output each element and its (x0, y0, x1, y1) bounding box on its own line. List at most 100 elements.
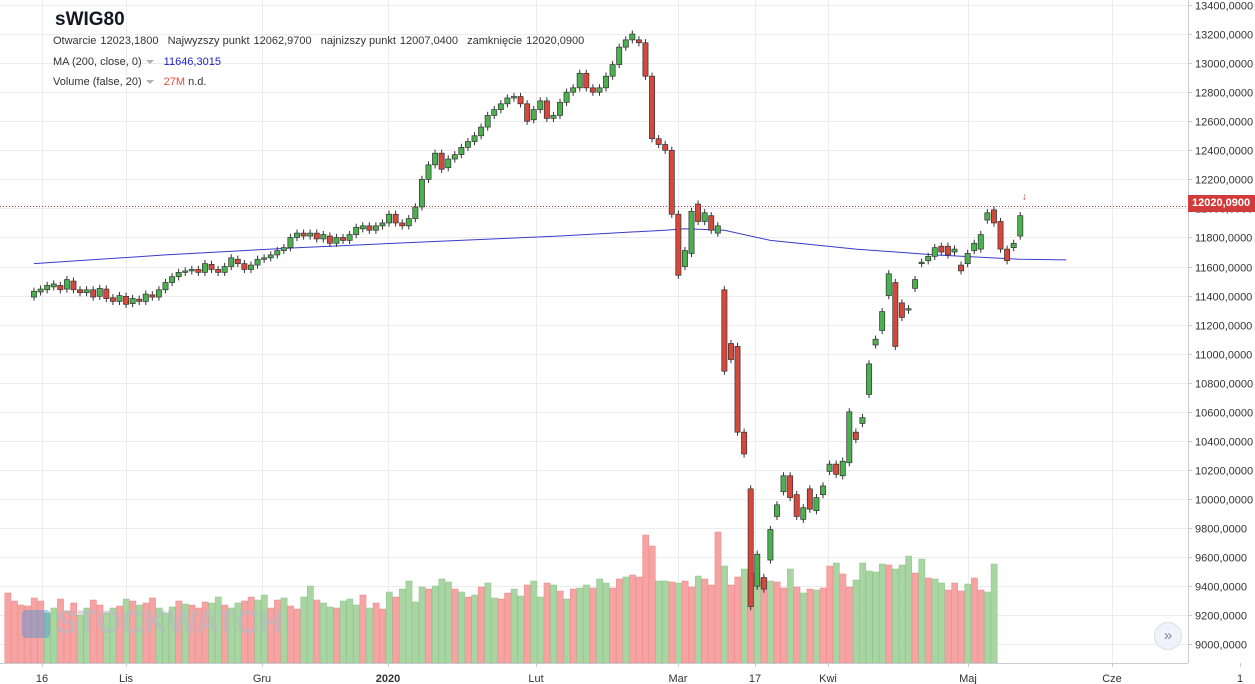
candle-body (530, 109, 537, 121)
candle (681, 246, 688, 271)
candle (964, 249, 971, 268)
price-candles: ↓ (31, 30, 1027, 611)
candle (800, 504, 807, 523)
candle-body (1017, 215, 1024, 237)
candle-body (63, 279, 70, 290)
volume-extra: n.d. (188, 76, 207, 88)
x-tick-label: Gru (253, 673, 271, 684)
volume-bar (451, 588, 459, 664)
candle-body (392, 213, 399, 224)
volume-bar (392, 596, 400, 664)
volume-bar (767, 580, 774, 664)
candle (701, 209, 708, 226)
candle (846, 408, 853, 467)
candle-body (846, 411, 853, 464)
candle-body (655, 138, 662, 145)
candle-body (340, 237, 346, 241)
y-tick-label: 13200,0000 (1195, 30, 1253, 42)
ohlc-row: Otwarcie 12023,1800 Najwyzszy punkt 12062,… (53, 35, 590, 47)
candle (918, 258, 925, 268)
candle (603, 72, 609, 92)
candle (267, 251, 274, 262)
candle-body (787, 475, 794, 498)
volume-bar (773, 581, 781, 664)
candle (1010, 239, 1017, 252)
candle-body (103, 288, 110, 299)
candle (695, 200, 702, 226)
candle (990, 206, 997, 227)
volume-bar (951, 582, 959, 664)
candle (359, 222, 366, 233)
volume-bar (326, 606, 334, 664)
price-axis: 13400,0000 13200,0000 13000,0000 12800,0000… (1188, 0, 1255, 684)
candle (583, 69, 590, 92)
candle (90, 286, 97, 301)
volume-bar (556, 590, 564, 664)
candle-body (504, 97, 511, 105)
candle (484, 111, 491, 131)
volume-row[interactable]: Volume (false, 20) 27M n.d. (53, 76, 206, 88)
volume-bar (399, 588, 406, 664)
candle-body (228, 257, 235, 267)
close-label: zamknięcie (467, 35, 523, 47)
volume-bar (300, 596, 308, 664)
symbol-title: sWIG80 (55, 9, 125, 30)
candle-body (741, 431, 748, 455)
candle-body (267, 254, 274, 259)
scroll-to-realtime-button[interactable]: » (1154, 622, 1182, 650)
ma-row[interactable]: MA (200, close, 0) 11646,3015 (53, 56, 221, 68)
candle (438, 149, 445, 173)
candle-body (931, 247, 938, 257)
candle (320, 230, 327, 243)
candle (432, 149, 439, 169)
candle-body (885, 273, 892, 296)
volume-bar (872, 571, 880, 664)
candle (543, 97, 550, 122)
volume-bar (708, 584, 715, 664)
candle (418, 175, 425, 211)
candle-body (162, 282, 169, 291)
candle-body (96, 287, 103, 297)
candle (208, 260, 215, 274)
candle (241, 260, 248, 274)
candle-body (820, 485, 826, 496)
volume-bar (563, 598, 571, 664)
volume-bar (570, 588, 577, 664)
candle-body (142, 293, 149, 302)
candle (951, 245, 958, 256)
chevron-down-icon[interactable] (145, 59, 154, 64)
candle (221, 262, 228, 276)
candle (451, 151, 458, 163)
candle-body (609, 64, 616, 77)
volume-bar (865, 570, 873, 664)
chevron-down-icon[interactable] (145, 79, 154, 84)
candle-body (234, 258, 241, 264)
candle (136, 295, 143, 306)
volume-bar (385, 591, 393, 664)
candle (550, 111, 557, 122)
candle (399, 219, 406, 230)
candle (149, 291, 156, 301)
volume-bar (366, 607, 373, 664)
y-tick-label: 11000,0000 (1195, 350, 1252, 362)
volume-bar (839, 573, 847, 664)
volume-bar (800, 592, 807, 664)
candle (997, 217, 1004, 253)
candle-body (149, 294, 156, 298)
candle-body (294, 232, 300, 238)
high-value: 12062,9700 (253, 35, 312, 47)
candle-body (734, 346, 741, 433)
volume-bar (438, 578, 446, 664)
volume-bar (977, 589, 985, 664)
candle-body (109, 297, 116, 302)
candle (386, 210, 393, 227)
candle-body (359, 225, 366, 230)
candle (412, 203, 419, 223)
candle (366, 222, 373, 234)
candle (563, 88, 570, 106)
candle-body (280, 247, 287, 251)
candle (984, 209, 991, 224)
candle-body (497, 103, 504, 110)
low-value: 12007,0400 (399, 35, 459, 47)
